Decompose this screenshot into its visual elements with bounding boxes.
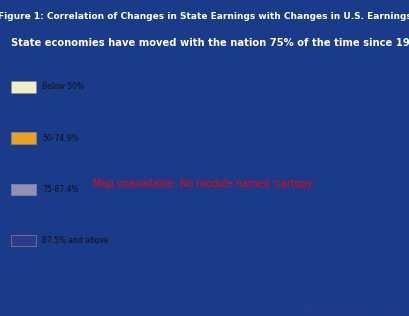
Text: Below 50%: Below 50% [42, 82, 84, 91]
FancyBboxPatch shape [11, 132, 36, 144]
Text: 50-74.9%: 50-74.9% [42, 134, 79, 143]
Text: Figure 1: Correlation of Changes in State Earnings with Changes in U.S. Earnings: Figure 1: Correlation of Changes in Stat… [0, 12, 409, 21]
FancyBboxPatch shape [11, 235, 36, 246]
Text: Source: U.S. Bureau of Economic Analysis: Source: U.S. Bureau of Economic Analysis [261, 304, 400, 310]
FancyBboxPatch shape [11, 81, 36, 93]
Text: State economies have moved with the nation 75% of the time since 197O: State economies have moved with the nati… [11, 38, 409, 48]
FancyBboxPatch shape [11, 184, 36, 195]
Text: Map unavailable: No module named 'cartopy': Map unavailable: No module named 'cartop… [93, 179, 316, 189]
Text: 75-87.4%: 75-87.4% [42, 185, 79, 194]
Text: 87.5% and above: 87.5% and above [42, 236, 109, 245]
